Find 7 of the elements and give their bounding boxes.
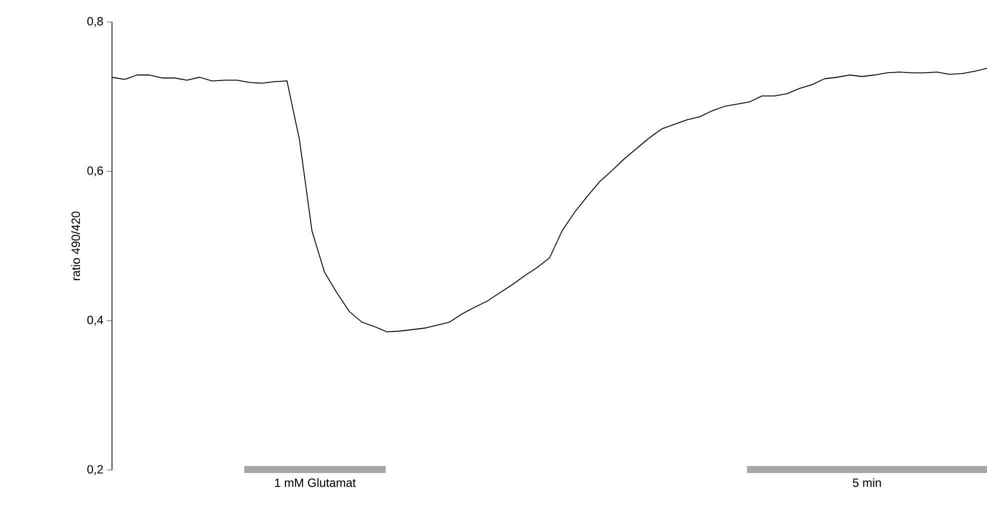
y-axis-title: ratio 490/420 [71,212,80,280]
text: 1 mM Glutamat [275,478,356,487]
y-tick-label: 0,6 [87,166,103,176]
y-tick-label: 0,8 [87,17,103,27]
y-tick-label: 0,2 [87,465,103,475]
y-tick-label: 0,4 [87,316,104,326]
text: 5 min [852,478,881,487]
